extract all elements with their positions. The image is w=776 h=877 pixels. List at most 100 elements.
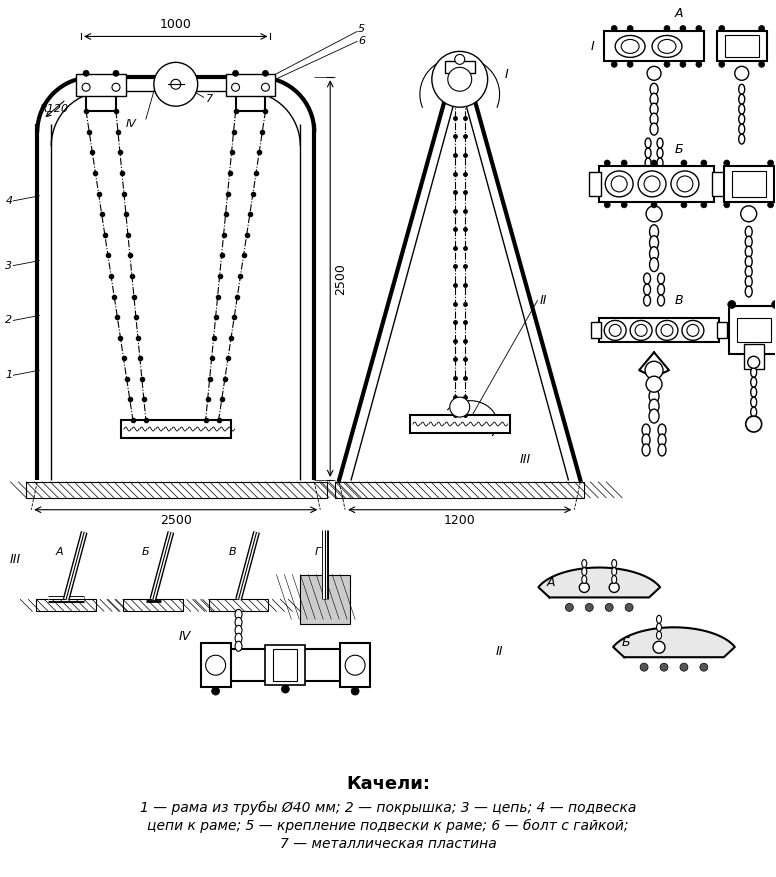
Ellipse shape bbox=[235, 610, 242, 619]
Ellipse shape bbox=[621, 39, 639, 53]
Circle shape bbox=[701, 202, 707, 208]
Ellipse shape bbox=[605, 171, 633, 196]
Ellipse shape bbox=[649, 399, 659, 413]
Circle shape bbox=[345, 655, 365, 675]
Text: 4: 4 bbox=[5, 196, 12, 206]
Ellipse shape bbox=[650, 236, 659, 250]
Circle shape bbox=[767, 160, 774, 166]
Ellipse shape bbox=[611, 560, 617, 567]
Circle shape bbox=[653, 641, 665, 653]
Ellipse shape bbox=[235, 617, 242, 627]
Ellipse shape bbox=[658, 39, 676, 53]
Ellipse shape bbox=[745, 266, 752, 277]
Circle shape bbox=[759, 25, 764, 32]
Ellipse shape bbox=[645, 158, 651, 168]
Text: II: II bbox=[539, 294, 547, 307]
Circle shape bbox=[611, 61, 617, 68]
Circle shape bbox=[741, 206, 757, 222]
Circle shape bbox=[262, 83, 269, 91]
Circle shape bbox=[771, 301, 776, 309]
Bar bbox=[712, 172, 724, 196]
Circle shape bbox=[646, 376, 662, 392]
Text: I: I bbox=[591, 40, 594, 53]
Circle shape bbox=[448, 68, 472, 91]
Ellipse shape bbox=[657, 138, 663, 148]
Bar bbox=[76, 75, 126, 96]
Text: 3: 3 bbox=[5, 260, 12, 271]
Ellipse shape bbox=[650, 83, 658, 96]
Ellipse shape bbox=[750, 397, 757, 407]
Bar bbox=[599, 318, 719, 342]
Ellipse shape bbox=[739, 104, 745, 114]
Circle shape bbox=[759, 61, 764, 68]
Circle shape bbox=[171, 79, 181, 89]
Ellipse shape bbox=[235, 641, 242, 652]
Text: 1: 1 bbox=[5, 370, 12, 381]
Text: Б: Б bbox=[674, 143, 683, 155]
Text: А: А bbox=[55, 546, 63, 557]
Text: цепи к раме; 5 — крепление подвески к раме; 6 — болт с гайкой;: цепи к раме; 5 — крепление подвески к ра… bbox=[147, 818, 629, 832]
Circle shape bbox=[640, 663, 648, 671]
Polygon shape bbox=[613, 627, 735, 657]
Circle shape bbox=[748, 356, 760, 368]
Text: В: В bbox=[229, 546, 237, 557]
Ellipse shape bbox=[745, 276, 752, 287]
Circle shape bbox=[112, 83, 120, 91]
Bar bbox=[26, 481, 327, 498]
Ellipse shape bbox=[658, 424, 666, 436]
Ellipse shape bbox=[656, 624, 661, 631]
Bar bbox=[729, 306, 776, 354]
Ellipse shape bbox=[750, 367, 757, 377]
Ellipse shape bbox=[611, 567, 617, 575]
Ellipse shape bbox=[635, 324, 647, 337]
Circle shape bbox=[154, 62, 198, 106]
Ellipse shape bbox=[650, 225, 659, 239]
Ellipse shape bbox=[652, 35, 682, 57]
Circle shape bbox=[566, 603, 573, 611]
Circle shape bbox=[700, 663, 708, 671]
Text: 1 — рама из трубы Ø40 мм; 2 — покрышка; 3 — цепь; 4 — подвеска: 1 — рама из трубы Ø40 мм; 2 — покрышка; … bbox=[140, 801, 636, 815]
Ellipse shape bbox=[644, 176, 660, 192]
Circle shape bbox=[680, 25, 686, 32]
Circle shape bbox=[664, 61, 670, 68]
Text: Качели:: Качели: bbox=[346, 774, 430, 793]
Ellipse shape bbox=[650, 113, 658, 125]
Ellipse shape bbox=[750, 407, 757, 417]
Bar bbox=[265, 645, 305, 685]
Ellipse shape bbox=[650, 123, 658, 135]
Ellipse shape bbox=[739, 94, 745, 104]
Circle shape bbox=[605, 603, 613, 611]
Circle shape bbox=[431, 52, 487, 107]
Text: II: II bbox=[496, 645, 504, 658]
Circle shape bbox=[719, 25, 725, 32]
Ellipse shape bbox=[739, 114, 745, 125]
Polygon shape bbox=[539, 567, 660, 597]
Ellipse shape bbox=[643, 295, 650, 306]
Ellipse shape bbox=[643, 273, 650, 284]
Ellipse shape bbox=[657, 148, 663, 158]
Bar bbox=[273, 649, 297, 681]
Ellipse shape bbox=[650, 258, 659, 272]
Circle shape bbox=[647, 67, 661, 81]
Circle shape bbox=[585, 603, 594, 611]
Bar bbox=[445, 61, 475, 74]
Text: А: А bbox=[547, 576, 556, 589]
Ellipse shape bbox=[582, 575, 587, 583]
Ellipse shape bbox=[739, 134, 745, 144]
Bar bbox=[589, 172, 601, 196]
Bar bbox=[121, 420, 230, 438]
Ellipse shape bbox=[650, 93, 658, 105]
Text: R120: R120 bbox=[40, 104, 68, 114]
Bar bbox=[725, 35, 759, 57]
Text: 1200: 1200 bbox=[444, 514, 476, 527]
Ellipse shape bbox=[645, 138, 651, 148]
Circle shape bbox=[701, 160, 707, 166]
Circle shape bbox=[681, 160, 687, 166]
Ellipse shape bbox=[658, 434, 666, 446]
Circle shape bbox=[625, 603, 633, 611]
Text: IV: IV bbox=[126, 119, 137, 129]
Ellipse shape bbox=[671, 171, 699, 196]
Text: 6: 6 bbox=[358, 37, 365, 46]
Ellipse shape bbox=[582, 560, 587, 567]
Circle shape bbox=[83, 70, 89, 76]
